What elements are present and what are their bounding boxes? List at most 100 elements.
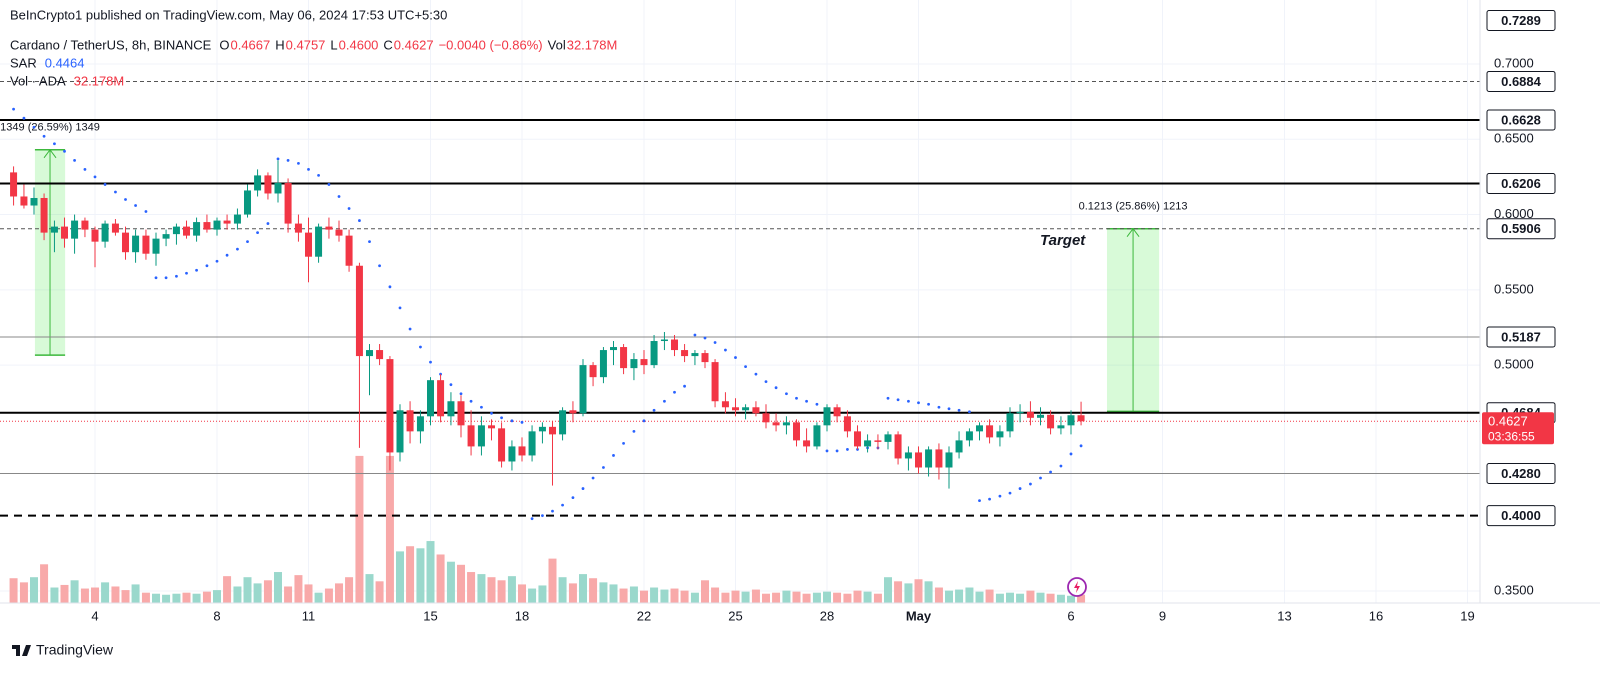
candle-body xyxy=(803,440,811,447)
sar-dot xyxy=(266,222,270,225)
volume-bar xyxy=(731,590,740,603)
volume-bar xyxy=(355,455,364,603)
sar-dot xyxy=(368,240,371,244)
x-tick-label: 9 xyxy=(1159,608,1166,623)
sar-dot xyxy=(195,268,198,272)
volume-bar xyxy=(558,577,567,603)
sar-dot xyxy=(469,399,473,403)
sar-dot xyxy=(378,264,381,268)
candle-body xyxy=(782,422,790,426)
sar-dot xyxy=(144,210,148,213)
level-label: 0.5187 xyxy=(1501,329,1541,344)
sar-dot xyxy=(774,386,778,390)
candle-body xyxy=(854,431,862,447)
volume-bar xyxy=(324,588,333,603)
volume-bar xyxy=(711,587,720,603)
sar-dot xyxy=(1029,482,1032,486)
sar-dot xyxy=(42,134,46,138)
candle-body xyxy=(925,449,933,468)
candle-body xyxy=(660,339,668,342)
volume-bar xyxy=(436,554,445,603)
x-tick-label: 22 xyxy=(637,608,651,623)
volume-bar xyxy=(985,589,994,603)
level-label: 0.7289 xyxy=(1501,13,1541,28)
volume-bar xyxy=(416,548,425,603)
candle-body xyxy=(630,359,638,369)
sar-dot xyxy=(734,356,737,359)
volume-bar xyxy=(528,588,537,603)
legend-key: L xyxy=(330,37,337,52)
volume-bar xyxy=(650,587,659,603)
sar-dot xyxy=(805,399,808,403)
candle-body xyxy=(843,416,851,432)
sar-dot xyxy=(490,411,493,415)
candle-body xyxy=(20,196,28,206)
sar-dot xyxy=(907,399,910,403)
candle-body xyxy=(1057,425,1065,429)
y-tick-label: 0.6500 xyxy=(1494,131,1534,146)
x-tick-label: 18 xyxy=(515,608,529,623)
volume-bar xyxy=(568,583,577,603)
logo-mark xyxy=(12,645,31,656)
volume-bar xyxy=(823,591,832,603)
candle-body xyxy=(538,426,546,432)
candle-body xyxy=(406,410,414,432)
volume-bar xyxy=(721,592,730,603)
candle-body xyxy=(355,265,363,357)
annotation: Target xyxy=(1040,232,1086,249)
candle-body xyxy=(10,172,18,197)
axes: 0.3500 0.5000 0.5500 0.6000 0.6500 0.7000 4 8 11… xyxy=(0,0,1600,623)
sar-dot xyxy=(744,365,747,369)
candle-body xyxy=(396,410,404,453)
sar-dot xyxy=(927,402,930,406)
volume-bar xyxy=(772,592,781,603)
candle-body xyxy=(732,407,740,411)
candle-body xyxy=(874,440,882,442)
candle-body xyxy=(793,422,801,441)
sar-dot xyxy=(886,396,890,400)
sar-dot xyxy=(398,306,402,310)
candle-body xyxy=(376,350,384,360)
volume-bar xyxy=(914,579,923,603)
x-tick-label: 6 xyxy=(1067,608,1074,623)
volume-bar xyxy=(1056,594,1065,603)
sar-dot xyxy=(185,271,188,275)
current-price-box xyxy=(1482,412,1554,445)
volume-bar xyxy=(70,580,79,603)
volume-bar xyxy=(741,591,750,603)
legend-value: 0.4757 xyxy=(286,37,326,52)
sar-dot xyxy=(93,175,97,179)
volume-bar xyxy=(365,574,374,603)
volume-bar xyxy=(131,584,140,603)
volume-bar xyxy=(1026,590,1035,603)
level-label: 0.4000 xyxy=(1501,508,1541,523)
x-tick-label: 13 xyxy=(1277,608,1291,623)
sar-dot xyxy=(337,195,341,198)
x-tick-label: May xyxy=(906,608,932,623)
volume-bar xyxy=(873,593,882,603)
sar-dot xyxy=(124,198,127,201)
sar-dot xyxy=(632,429,636,433)
volume-bar xyxy=(640,590,649,603)
current-price-label: 0.4627 xyxy=(1488,414,1528,429)
x-tick-label: 8 xyxy=(213,608,220,623)
volume-bar xyxy=(111,586,120,603)
sar-dot xyxy=(317,174,320,177)
sar-dot xyxy=(937,405,941,409)
volume-bar xyxy=(477,574,486,603)
candle-body xyxy=(457,401,465,426)
candle-body xyxy=(762,413,770,423)
volume-bar xyxy=(944,590,953,603)
sar-dot xyxy=(297,161,300,165)
level-label-box xyxy=(1486,326,1556,348)
candle-body xyxy=(427,380,435,417)
sar-dot xyxy=(419,345,422,349)
volume-bar xyxy=(60,584,69,603)
volume-bar xyxy=(680,590,689,603)
sar-dot xyxy=(795,396,798,400)
level-label-box xyxy=(1486,70,1556,92)
candle-body xyxy=(965,431,973,441)
volume-bar xyxy=(345,577,354,603)
volume-bar xyxy=(812,592,821,603)
